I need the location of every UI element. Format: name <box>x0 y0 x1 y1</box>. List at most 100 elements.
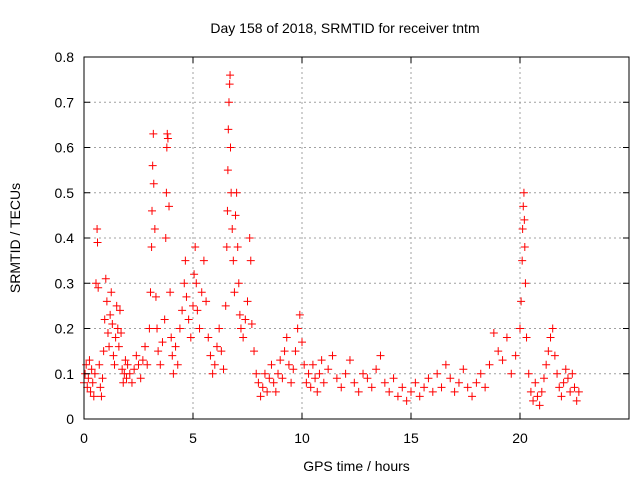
data-point <box>472 378 481 387</box>
data-point <box>223 166 232 175</box>
data-point <box>110 360 119 369</box>
data-point <box>96 383 105 392</box>
data-point <box>256 392 265 401</box>
data-point <box>146 288 155 297</box>
data-point <box>125 369 134 378</box>
data-point <box>557 392 566 401</box>
data-point <box>151 292 160 301</box>
data-point <box>570 383 579 392</box>
data-point <box>181 256 190 265</box>
data-point <box>224 98 233 107</box>
data-point <box>122 374 131 383</box>
data-point <box>153 324 162 333</box>
data-point <box>232 188 241 197</box>
data-point <box>481 383 490 392</box>
data-point <box>341 369 350 378</box>
data-point <box>223 206 232 215</box>
data-point <box>90 369 99 378</box>
data-point <box>298 338 306 347</box>
data-point <box>502 333 511 342</box>
data-point <box>119 378 128 387</box>
data-point <box>385 387 394 396</box>
data-point <box>234 279 243 288</box>
data-point <box>529 396 538 405</box>
data-point <box>97 392 106 401</box>
data-point <box>402 396 411 405</box>
data-point <box>260 369 269 378</box>
data-point <box>112 301 121 310</box>
x-axis-title: GPS time / hours <box>303 458 410 474</box>
data-point <box>208 369 217 378</box>
data-point <box>113 324 122 333</box>
data-point <box>332 374 341 383</box>
data-point <box>526 387 535 396</box>
data-point <box>537 387 546 396</box>
data-point <box>522 333 531 342</box>
data-point <box>517 297 526 306</box>
x-tick-label: 5 <box>189 430 197 446</box>
data-point <box>548 324 557 333</box>
data-point <box>161 234 170 242</box>
data-point <box>215 324 224 333</box>
data-point <box>162 143 171 152</box>
data-point <box>393 392 402 401</box>
data-point <box>87 365 96 374</box>
data-point <box>553 369 562 378</box>
data-point <box>178 306 187 315</box>
data-point <box>293 324 302 333</box>
data-point <box>498 356 507 365</box>
data-point <box>521 279 530 288</box>
data-point <box>111 333 120 342</box>
data-point <box>219 365 228 374</box>
data-point <box>143 360 152 369</box>
data-point <box>247 319 256 328</box>
data-point <box>450 387 459 396</box>
data-point <box>117 329 126 338</box>
data-point <box>163 129 172 138</box>
data-point <box>118 365 127 374</box>
data-points <box>80 71 583 410</box>
data-point <box>263 387 272 396</box>
data-point <box>345 356 354 365</box>
data-point <box>267 360 276 369</box>
data-point <box>168 351 177 360</box>
data-point <box>306 383 315 392</box>
data-point <box>175 324 184 333</box>
data-point <box>138 356 147 365</box>
data-point <box>317 356 326 365</box>
data-point <box>363 374 372 383</box>
data-point <box>485 360 494 369</box>
data-point <box>550 351 559 360</box>
data-point <box>239 333 248 342</box>
data-point <box>127 378 136 387</box>
data-point <box>359 369 368 378</box>
data-point <box>555 383 564 392</box>
data-point <box>193 306 202 315</box>
data-point <box>134 360 143 369</box>
data-point <box>424 374 433 383</box>
data-point <box>544 347 553 356</box>
data-point <box>197 288 206 297</box>
data-point <box>271 387 280 396</box>
data-point <box>246 256 255 265</box>
data-point <box>258 383 267 392</box>
data-point <box>107 288 116 297</box>
data-point <box>287 378 296 387</box>
data-point <box>233 243 242 252</box>
data-point <box>84 374 93 383</box>
data-point <box>559 378 568 387</box>
data-point <box>411 378 420 387</box>
data-point <box>154 347 163 356</box>
data-point <box>147 243 156 252</box>
data-point <box>245 234 254 242</box>
data-point <box>468 392 477 401</box>
data-point <box>99 347 108 356</box>
y-axis-title: SRMTID / TECUs <box>7 183 23 293</box>
data-point <box>546 333 555 342</box>
data-point <box>415 392 424 401</box>
y-tick-label: 0.7 <box>55 94 75 110</box>
data-point <box>130 365 139 374</box>
data-point <box>182 292 191 301</box>
data-point <box>186 333 195 342</box>
data-point <box>531 378 540 387</box>
